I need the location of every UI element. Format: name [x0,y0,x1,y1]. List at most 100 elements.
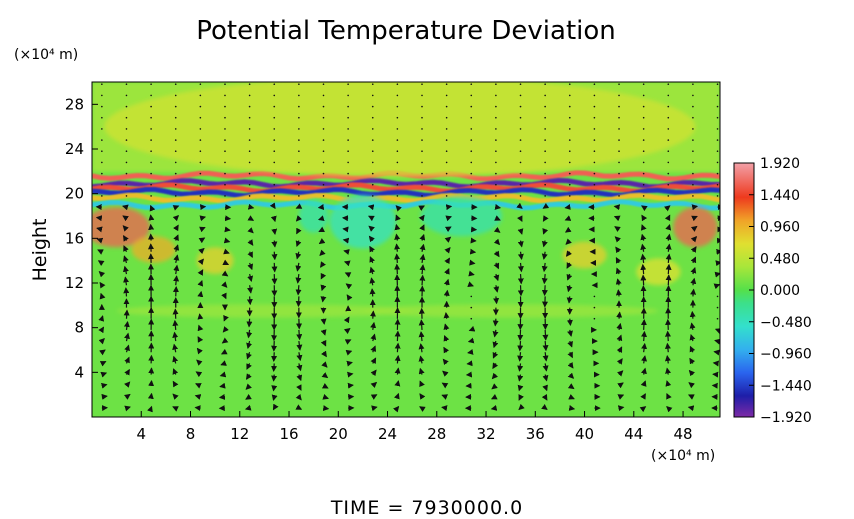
velocity-vector [370,357,377,365]
velocity-vector [445,83,448,86]
velocity-vector [371,139,374,141]
velocity-vector [419,393,426,400]
velocity-vector [222,259,230,266]
velocity-vector [544,83,546,86]
velocity-vector [565,250,572,257]
velocity-vector [443,278,450,286]
velocity-vector [122,265,129,275]
velocity-vector [125,183,128,186]
velocity-vector [667,195,670,197]
velocity-vector [689,333,696,342]
velocity-vector [492,329,499,338]
velocity-vector [618,161,620,164]
velocity-vector [124,368,130,376]
velocity-vector [689,345,696,353]
velocity-vector [517,274,524,285]
velocity-vector [371,105,374,108]
velocity-vector [199,94,202,97]
velocity-vector [296,329,303,341]
velocity-vector [419,274,426,286]
velocity-vector [248,94,251,97]
velocity-vector [567,372,575,379]
velocity-vector [616,311,623,319]
velocity-vector [665,380,672,387]
velocity-vector [347,161,349,164]
velocity-vector [593,139,596,141]
velocity-vector [150,116,152,119]
velocity-vector [418,205,425,211]
velocity-vector [689,322,696,331]
velocity-vector [322,128,325,130]
velocity-vector [221,337,229,344]
velocity-vector [371,116,374,119]
x-tick-label: 8 [186,425,196,443]
velocity-vector [369,310,376,319]
velocity-vector [692,116,694,119]
inversion-band [92,192,720,204]
velocity-vector [441,405,448,412]
velocity-vector [421,139,423,141]
velocity-vector [593,195,596,197]
velocity-vector [122,204,129,211]
velocity-vector [689,310,696,319]
velocity-vector [322,393,330,400]
velocity-vector [593,306,596,309]
velocity-vector [690,225,698,232]
velocity-vector [125,116,128,119]
colorbar-tick-label: −1.440 [760,378,812,394]
velocity-vector [96,226,103,233]
velocity-vector [248,161,251,164]
velocity-vector [174,94,177,97]
velocity-vector [613,204,621,211]
velocity-vector [714,328,720,334]
velocity-vector [173,254,180,264]
velocity-vector [444,246,451,254]
velocity-vector [172,368,179,375]
velocity-vector [320,329,327,336]
velocity-vector [271,240,278,248]
velocity-vector [321,383,329,389]
velocity-vector [343,249,350,255]
velocity-vector [101,183,103,186]
velocity-vector [618,172,620,175]
velocity-vector [370,369,377,377]
velocity-vector [568,105,571,108]
velocity-vector [347,83,349,86]
velocity-vector [343,260,351,267]
velocity-vector [97,249,104,255]
velocity-vector [667,83,670,86]
velocity-vector [322,94,325,97]
velocity-vector [616,346,623,353]
velocity-vector [541,274,548,285]
velocity-vector [495,183,497,186]
velocity-vector [150,94,152,97]
velocity-vector [322,105,325,108]
velocity-vector [370,345,377,353]
inversion-band [92,177,720,190]
velocity-vector [667,161,670,164]
velocity-vector [641,342,648,353]
velocity-vector [593,317,596,320]
velocity-vector [248,183,251,186]
velocity-vector [642,161,645,164]
anomaly-blob [362,304,659,318]
velocity-vector [445,204,453,211]
velocity-vector [519,105,522,108]
velocity-vector [125,94,128,97]
velocity-vector [495,94,497,97]
velocity-vector [123,309,130,319]
velocity-vector [295,203,303,209]
y-axis-label: Height [29,219,51,282]
velocity-vector [174,105,177,108]
velocity-vector [542,202,550,209]
velocity-vector [544,183,546,186]
velocity-vector [173,224,179,232]
velocity-vector [443,312,450,319]
velocity-vector [641,214,648,222]
velocity-vector [320,272,327,280]
x-tick-label: 12 [230,425,249,443]
velocity-vector [269,202,276,210]
velocity-vector [247,239,254,246]
velocity-vector [618,94,620,97]
velocity-vector [174,161,177,164]
